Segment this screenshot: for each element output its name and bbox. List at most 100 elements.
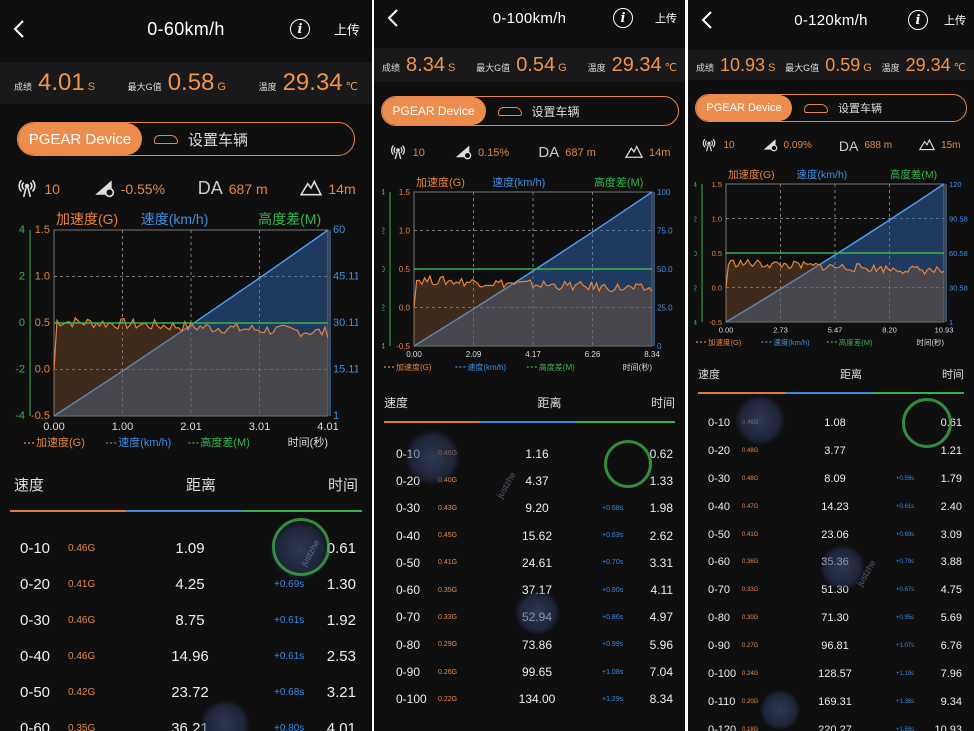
header-speed: 速度	[698, 369, 720, 381]
row-delta: +0.95s	[896, 615, 915, 622]
y-accel-tick-3: 0.0	[35, 364, 50, 376]
satellite-count: 10	[701, 136, 735, 155]
set-vehicle-tab[interactable]: 设置车辆	[154, 129, 248, 150]
row-distance: 8.09	[824, 472, 846, 485]
table-header: 速度 距离 时间	[0, 474, 372, 498]
row-time: 8.34	[649, 692, 673, 707]
slope-value: 0.09%	[783, 140, 812, 151]
table-header: 速度 距离 时间	[374, 394, 685, 414]
row-time: 1.33	[649, 473, 673, 488]
max-g-label: 最大G值	[127, 82, 162, 92]
table-row: 0-100 0.22G 134.00 +1.29s 8.34	[374, 686, 685, 713]
y-speed-tick-2: 50.0	[657, 265, 673, 274]
legend-top-2: 高度差(M)	[890, 168, 937, 181]
row-distance: 99.65	[521, 665, 553, 680]
row-speed: 0-100	[708, 668, 737, 681]
pgear-device-tab[interactable]: PGEAR Device	[18, 123, 142, 155]
y-accel-tick-0: 1.5	[35, 224, 50, 236]
watermark-stamp	[902, 398, 952, 448]
page-title: 0-60km/h	[147, 18, 225, 39]
da-label: DA	[197, 178, 223, 198]
x-axis-label: 时间(秒)	[623, 362, 653, 372]
device-toggle: PGEAR Device 设置车辆	[17, 122, 355, 156]
back-icon[interactable]	[12, 19, 26, 39]
row-distance: 169.31	[818, 695, 852, 708]
x-tick-4: 4.01	[317, 421, 338, 433]
y-accel-tick-3: 0.0	[399, 304, 411, 313]
y-alt-tick-3: -2	[382, 304, 386, 313]
row-distance: 8.75	[175, 611, 205, 629]
y-alt-tick-4: -4	[15, 410, 25, 422]
y-accel-tick-4: -0.5	[709, 318, 722, 327]
x-tick-2: 5.47	[828, 326, 843, 335]
row-speed: 0-20	[20, 575, 51, 593]
row-time: 3.21	[326, 683, 356, 701]
row-g: 0.43G	[438, 504, 458, 512]
y-speed-tick-0: 120	[949, 180, 962, 189]
legend-bottom-1: 速度(km/h)	[118, 435, 171, 449]
row-delta: +1.38s	[896, 698, 915, 705]
app-header: 0-120km/h i 上传	[688, 0, 974, 40]
x-tick-0: 0.00	[43, 421, 64, 433]
mountain-icon	[624, 142, 644, 163]
slope: 0.09%	[762, 136, 812, 155]
speed-area	[726, 184, 944, 322]
watermark-logo	[405, 430, 460, 485]
table-row: 0-30 0.46G 8.75 +0.61s 1.92	[0, 602, 372, 638]
row-time: 1.92	[326, 611, 356, 629]
max-g: 最大G值 0.59 G	[785, 55, 872, 76]
row-g: 0.46G	[68, 650, 96, 662]
header-time: 时间	[327, 477, 358, 494]
row-delta: +1.19s	[896, 671, 915, 678]
info-icon[interactable]: i	[290, 19, 310, 39]
y-alt-tick-0: 4	[382, 188, 386, 197]
y-speed-tick-4: 1	[949, 318, 953, 327]
max-g-value: 0.54	[516, 53, 556, 76]
upload-button[interactable]: 上传	[944, 15, 966, 27]
table-row: 0-50 0.42G 23.72 +0.68s 3.21	[0, 674, 372, 710]
row-speed: 0-40	[708, 500, 731, 513]
row-time: 10.93	[934, 723, 962, 731]
pgear-device-tab[interactable]: PGEAR Device	[381, 97, 486, 125]
accel-chart: 加速度(G) 速度(km/h) 高度差(M) 1.5 1.0 0.5 0.0 -0.5 4 2 0 -…	[694, 168, 968, 347]
page-title: 0-100km/h	[492, 9, 567, 27]
accel-chart: 加速度(G) 速度(km/h) 高度差(M) 1.5 1.0 0.5 0.0 -0.5 4 2 0 -…	[382, 175, 673, 372]
row-distance: 1.16	[525, 446, 549, 461]
slope-value: 0.15%	[478, 146, 510, 159]
y-speed-tick-2: 60.58	[949, 249, 968, 258]
header-time: 时间	[942, 369, 964, 381]
max-g-unit: G	[558, 61, 567, 74]
table-row: 0-30 0.48G 8.09 +0.59s 1.79	[688, 465, 974, 493]
satellite-icon	[701, 136, 717, 155]
stats-bar: 成绩 4.01 S 最大G值 0.58 G 温度 29.34 ℃	[0, 62, 372, 104]
row-speed: 0-100	[396, 692, 427, 707]
row-g: 0.47G	[742, 503, 759, 510]
altitude-value: 14m	[648, 146, 671, 159]
max-g-value: 0.58	[167, 69, 215, 96]
row-time: 6.76	[940, 640, 962, 653]
set-vehicle-tab[interactable]: 设置车辆	[804, 100, 882, 116]
pgear-device-tab[interactable]: PGEAR Device	[696, 95, 792, 121]
y-alt-tick-4: -4	[694, 318, 697, 327]
upload-button[interactable]: 上传	[655, 13, 677, 25]
table-row: 0-20 0.40G 4.37 1.33	[374, 467, 685, 494]
back-icon[interactable]	[386, 8, 400, 28]
phone-panel-1: 0-100km/h i 上传 成绩 8.34 S 最大G值 0.54 G 温度 29.34 ℃ PGEA…	[374, 0, 685, 731]
row-delta: +0.69s	[274, 578, 305, 590]
info-icon[interactable]: i	[908, 10, 928, 30]
row-time: 3.09	[940, 528, 962, 541]
upload-button[interactable]: 上传	[333, 22, 360, 38]
row-delta: +0.59s	[896, 475, 915, 482]
row-g: 0.30G	[742, 615, 759, 622]
row-time: 2.53	[326, 647, 356, 665]
row-time: 5.69	[940, 612, 962, 625]
info-icon[interactable]: i	[613, 8, 633, 28]
x-tick-3: 8.20	[882, 326, 897, 335]
row-speed: 0-50	[396, 555, 421, 570]
score: 成绩 10.93 S	[696, 55, 775, 76]
set-vehicle-tab[interactable]: 设置车辆	[497, 103, 580, 120]
temperature: 温度 29.34 ℃	[882, 55, 966, 76]
row-delta: +0.99s	[602, 641, 624, 649]
back-icon[interactable]	[700, 10, 714, 30]
x-tick-0: 0.00	[719, 326, 734, 335]
